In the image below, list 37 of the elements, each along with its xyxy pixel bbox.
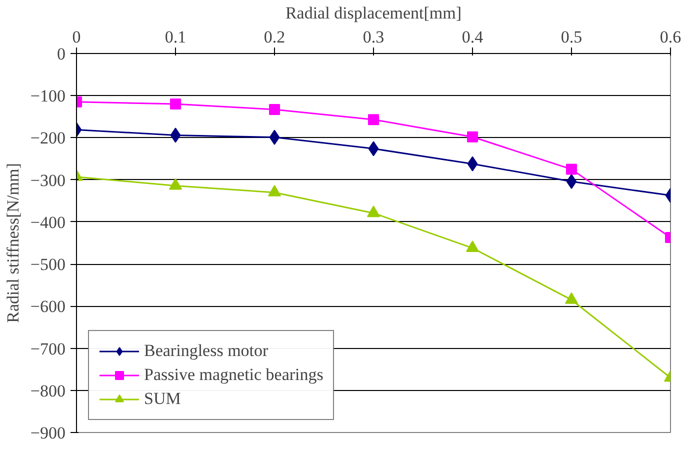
y-tick-label: −400 [30,212,66,232]
y-tick-label: −300 [30,170,66,190]
y-tick-label: 0 [57,44,66,64]
y-tick-label: −600 [30,297,66,316]
point [269,104,280,116]
point [368,141,379,156]
point [170,128,181,143]
x-tick-label: 0.4 [462,28,484,46]
y-tick-label: −700 [30,339,66,358]
x-tick-label: 0.5 [560,28,582,46]
point [566,174,577,190]
point [566,164,577,175]
y-tick-label: −500 [30,255,66,274]
point [565,292,578,304]
point [367,206,380,218]
y-tick-label: −100 [30,86,66,106]
legend-label: Bearingless motor [144,341,268,361]
point [466,240,479,252]
point [467,131,478,142]
point [269,130,280,145]
point [169,178,182,190]
y-axis-title: Radial stiffness[N/mm] [3,163,22,323]
y-tick-label: −200 [30,128,66,148]
point [268,185,281,196]
point [368,114,379,126]
y-tick-label: −900 [30,424,66,442]
x-axis-title: Radial displacement[mm] [285,4,462,22]
x-tick-label: 0 [72,28,81,46]
x-tick-label: 0.3 [362,28,384,46]
y-tick-label: −800 [30,381,66,400]
point [467,156,478,172]
legend-label: Passive magnetic bearings [144,365,324,385]
x-tick-label: 0.1 [164,28,186,46]
point [170,98,181,110]
legend-label: SUM [144,389,181,409]
x-tick-label: 0.6 [660,28,682,46]
x-tick-label: 0.2 [264,28,286,46]
